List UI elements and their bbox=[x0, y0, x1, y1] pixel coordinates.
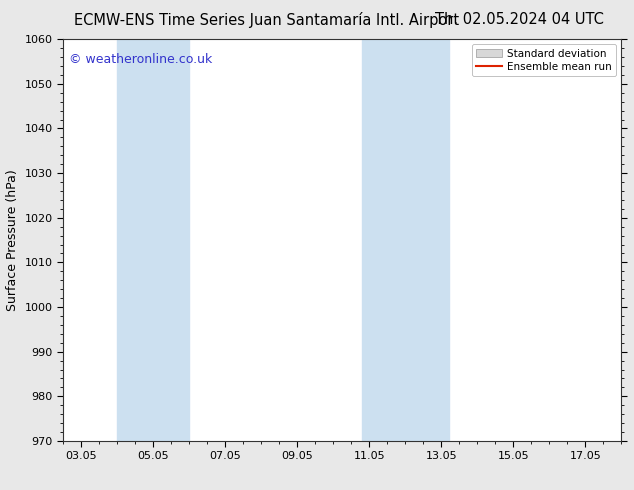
Bar bbox=[405, 39, 448, 441]
Text: Th. 02.05.2024 04 UTC: Th. 02.05.2024 04 UTC bbox=[436, 12, 604, 27]
Bar bbox=[362, 39, 405, 441]
Text: © weatheronline.co.uk: © weatheronline.co.uk bbox=[69, 53, 212, 66]
Legend: Standard deviation, Ensemble mean run: Standard deviation, Ensemble mean run bbox=[472, 45, 616, 76]
Bar bbox=[117, 39, 190, 441]
Text: ECMW-ENS Time Series Juan Santamaría Intl. Airport: ECMW-ENS Time Series Juan Santamaría Int… bbox=[74, 12, 459, 28]
Y-axis label: Surface Pressure (hPa): Surface Pressure (hPa) bbox=[6, 169, 19, 311]
